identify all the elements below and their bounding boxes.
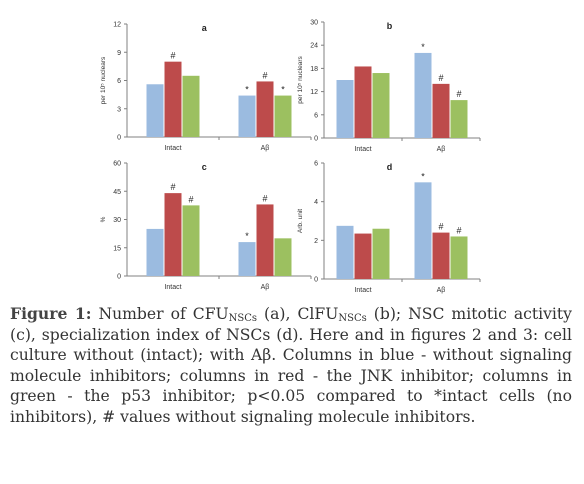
significance-hash: # bbox=[456, 89, 461, 99]
significance-hash: # bbox=[262, 70, 267, 80]
bar-green-intact bbox=[182, 205, 200, 276]
y-tick-label: 2 bbox=[314, 238, 318, 245]
bar-red-intact bbox=[164, 61, 182, 137]
bar-red-abeta bbox=[432, 232, 450, 279]
y-tick-label: 15 bbox=[113, 245, 121, 252]
caption-body: Number of CFUNSCs (a), ClFUNSCs (b); NSC… bbox=[10, 305, 572, 426]
bar-blue-intact bbox=[146, 84, 164, 137]
x-category-label: Intact bbox=[164, 284, 181, 291]
significance-star: * bbox=[421, 42, 425, 52]
y-tick-label: 0 bbox=[117, 135, 121, 142]
y-tick-label: 4 bbox=[314, 199, 318, 206]
bar-red-abeta bbox=[256, 81, 274, 137]
y-tick-label: 9 bbox=[117, 50, 121, 57]
y-tick-label: 12 bbox=[113, 22, 121, 29]
y-axis-label: Arb. unit bbox=[297, 209, 304, 233]
y-tick-label: 12 bbox=[310, 89, 318, 96]
significance-hash: # bbox=[438, 222, 443, 232]
y-tick-label: 0 bbox=[314, 136, 318, 143]
significance-star: * bbox=[421, 171, 425, 181]
caption-subscript: NSCs bbox=[228, 313, 258, 324]
significance-hash: # bbox=[170, 51, 175, 61]
caption-text: Number of CFU bbox=[91, 305, 229, 323]
significance-hash: # bbox=[262, 193, 267, 203]
caption-text: (a), ClFU bbox=[257, 305, 339, 323]
bar-red-intact bbox=[164, 193, 182, 276]
x-category-label: Aβ bbox=[261, 284, 270, 291]
significance-hash: # bbox=[188, 194, 193, 204]
y-tick-label: 3 bbox=[117, 106, 121, 113]
y-tick-label: 6 bbox=[314, 112, 318, 119]
caption-label: Figure 1: bbox=[10, 304, 92, 323]
bar-green-abeta bbox=[450, 100, 468, 138]
x-category-label: Intact bbox=[354, 287, 371, 294]
significance-hash: # bbox=[438, 73, 443, 83]
y-tick-label: 60 bbox=[113, 161, 121, 168]
y-tick-label: 30 bbox=[113, 217, 121, 224]
x-category-label: Intact bbox=[354, 146, 371, 153]
panel-label: b bbox=[387, 21, 393, 31]
x-category-label: Aβ bbox=[261, 145, 270, 152]
y-tick-label: 18 bbox=[310, 66, 318, 73]
bar-blue-abeta bbox=[414, 182, 432, 279]
figure-caption: Figure 1: Number of CFUNSCs (a), ClFUNSC… bbox=[10, 304, 572, 427]
panel-label: c bbox=[202, 162, 207, 172]
y-tick-label: 45 bbox=[113, 189, 121, 196]
figure-charts: 0 3 6 9 12 per 10⁵ nuclears a Intact Aβ # * # * 0 6 12 1… bbox=[100, 20, 481, 294]
caption-subscript: NSCs bbox=[338, 313, 367, 324]
significance-star: * bbox=[281, 85, 285, 95]
y-tick-label: 6 bbox=[314, 161, 318, 168]
bar-green-abeta bbox=[274, 238, 292, 276]
panel-label: d bbox=[387, 162, 393, 172]
bar-green-abeta bbox=[450, 236, 468, 279]
y-tick-label: 6 bbox=[117, 78, 121, 85]
y-axis-label: per 10⁵ nuclears bbox=[297, 56, 304, 104]
x-category-label: Intact bbox=[164, 145, 181, 152]
y-tick-label: 0 bbox=[314, 277, 318, 284]
x-category-label: Aβ bbox=[437, 287, 446, 294]
x-category-label: Aβ bbox=[437, 146, 446, 153]
bar-red-abeta bbox=[256, 204, 274, 276]
bar-green-intact bbox=[372, 228, 390, 279]
caption-text: (b); NSC mitotic activity (c), specializ… bbox=[10, 305, 572, 426]
bar-red-intact bbox=[354, 233, 372, 279]
bar-blue-abeta bbox=[238, 242, 256, 276]
panel-label: a bbox=[202, 23, 208, 33]
y-axis-label: per 10⁵ nuclears bbox=[100, 56, 107, 104]
significance-star: * bbox=[245, 231, 249, 241]
bar-blue-intact bbox=[336, 225, 354, 279]
y-tick-label: 0 bbox=[117, 274, 121, 281]
bar-red-intact bbox=[354, 66, 372, 138]
bar-red-abeta bbox=[432, 83, 450, 138]
bar-blue-abeta bbox=[238, 95, 256, 137]
y-tick-label: 24 bbox=[310, 43, 318, 50]
y-axis-label: % bbox=[100, 216, 107, 222]
y-tick-label: 30 bbox=[310, 20, 318, 27]
bar-green-intact bbox=[182, 75, 200, 137]
bar-blue-intact bbox=[146, 228, 164, 276]
significance-star: * bbox=[245, 85, 249, 95]
significance-hash: # bbox=[456, 225, 461, 235]
bar-green-intact bbox=[372, 73, 390, 138]
bar-blue-intact bbox=[336, 80, 354, 138]
bar-blue-abeta bbox=[414, 52, 432, 138]
bar-green-abeta bbox=[274, 95, 292, 137]
significance-hash: # bbox=[170, 182, 175, 192]
